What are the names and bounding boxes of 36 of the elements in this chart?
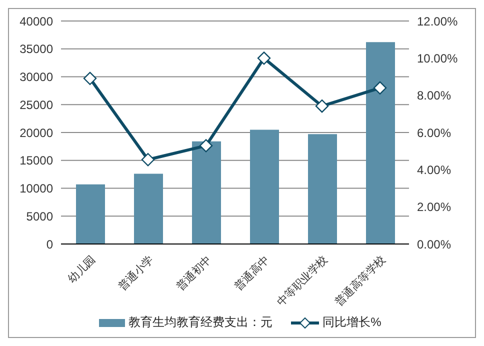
bar xyxy=(308,134,337,244)
point xyxy=(83,72,97,86)
y2-tick-label: 8.00% xyxy=(417,88,452,103)
y-tick-label: 5000 xyxy=(26,209,54,224)
y-tick-label: 20000 xyxy=(20,126,54,140)
legend-label: 教育生均教育经费支出：元 xyxy=(128,314,273,331)
x-tick-label: 普通高中 xyxy=(232,252,272,294)
point xyxy=(373,81,387,94)
x-tick-label: 中等职业学校 xyxy=(274,252,330,309)
point xyxy=(315,100,329,113)
bar xyxy=(76,184,105,244)
x-tick-label: 普通小学 xyxy=(116,252,156,294)
bar xyxy=(250,130,279,244)
point xyxy=(257,52,271,65)
legend-label: 同比增长% xyxy=(322,314,382,331)
x-tick-label: 普通高等学校 xyxy=(332,252,388,309)
y-tick-label: 15000 xyxy=(20,154,54,168)
y-tick-label: 30000 xyxy=(20,70,54,84)
point xyxy=(199,139,213,152)
x-tick-label: 幼儿园 xyxy=(66,252,98,286)
y2-tick-label: 6.00% xyxy=(417,126,452,140)
y-tick-label: 10000 xyxy=(20,182,54,196)
bar xyxy=(192,141,221,244)
x-tick-label: 普通初中 xyxy=(174,252,214,294)
y2-tick-label: 2.00% xyxy=(417,200,452,214)
y2-tick-label: 0.00% xyxy=(417,237,452,252)
bar xyxy=(134,174,163,244)
bar xyxy=(366,42,395,244)
y2-tick-label: 12.00% xyxy=(417,14,458,28)
y2-tick-label: 10.00% xyxy=(417,51,458,66)
y-tick-label: 25000 xyxy=(20,98,54,112)
y-tick-label: 35000 xyxy=(20,42,54,56)
y-tick-label: 0 xyxy=(46,237,54,252)
y-tick-label: 40000 xyxy=(20,14,54,28)
y2-tick-label: 4.00% xyxy=(417,162,452,177)
point xyxy=(141,153,155,166)
